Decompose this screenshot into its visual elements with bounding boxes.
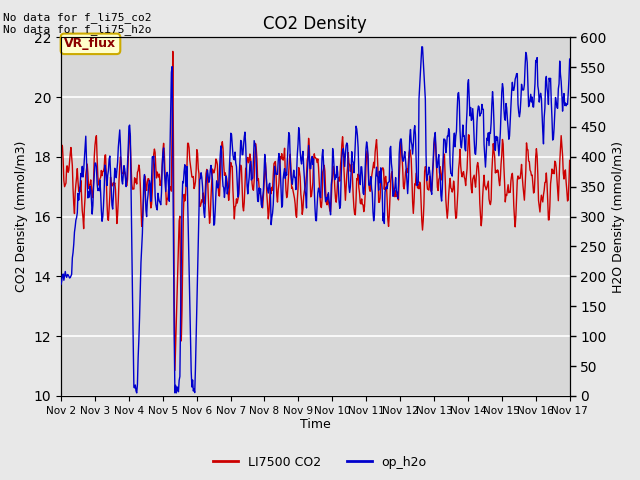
Y-axis label: CO2 Density (mmol/m3): CO2 Density (mmol/m3) — [15, 141, 28, 292]
X-axis label: Time: Time — [300, 419, 331, 432]
Text: No data for f_li75_co2
No data for f_li75_h2o: No data for f_li75_co2 No data for f_li7… — [3, 12, 152, 36]
Text: VR_flux: VR_flux — [65, 37, 116, 50]
Legend: LI7500 CO2, op_h2o: LI7500 CO2, op_h2o — [209, 451, 431, 474]
Title: CO2 Density: CO2 Density — [264, 15, 367, 33]
Y-axis label: H2O Density (mmol/m3): H2O Density (mmol/m3) — [612, 141, 625, 293]
